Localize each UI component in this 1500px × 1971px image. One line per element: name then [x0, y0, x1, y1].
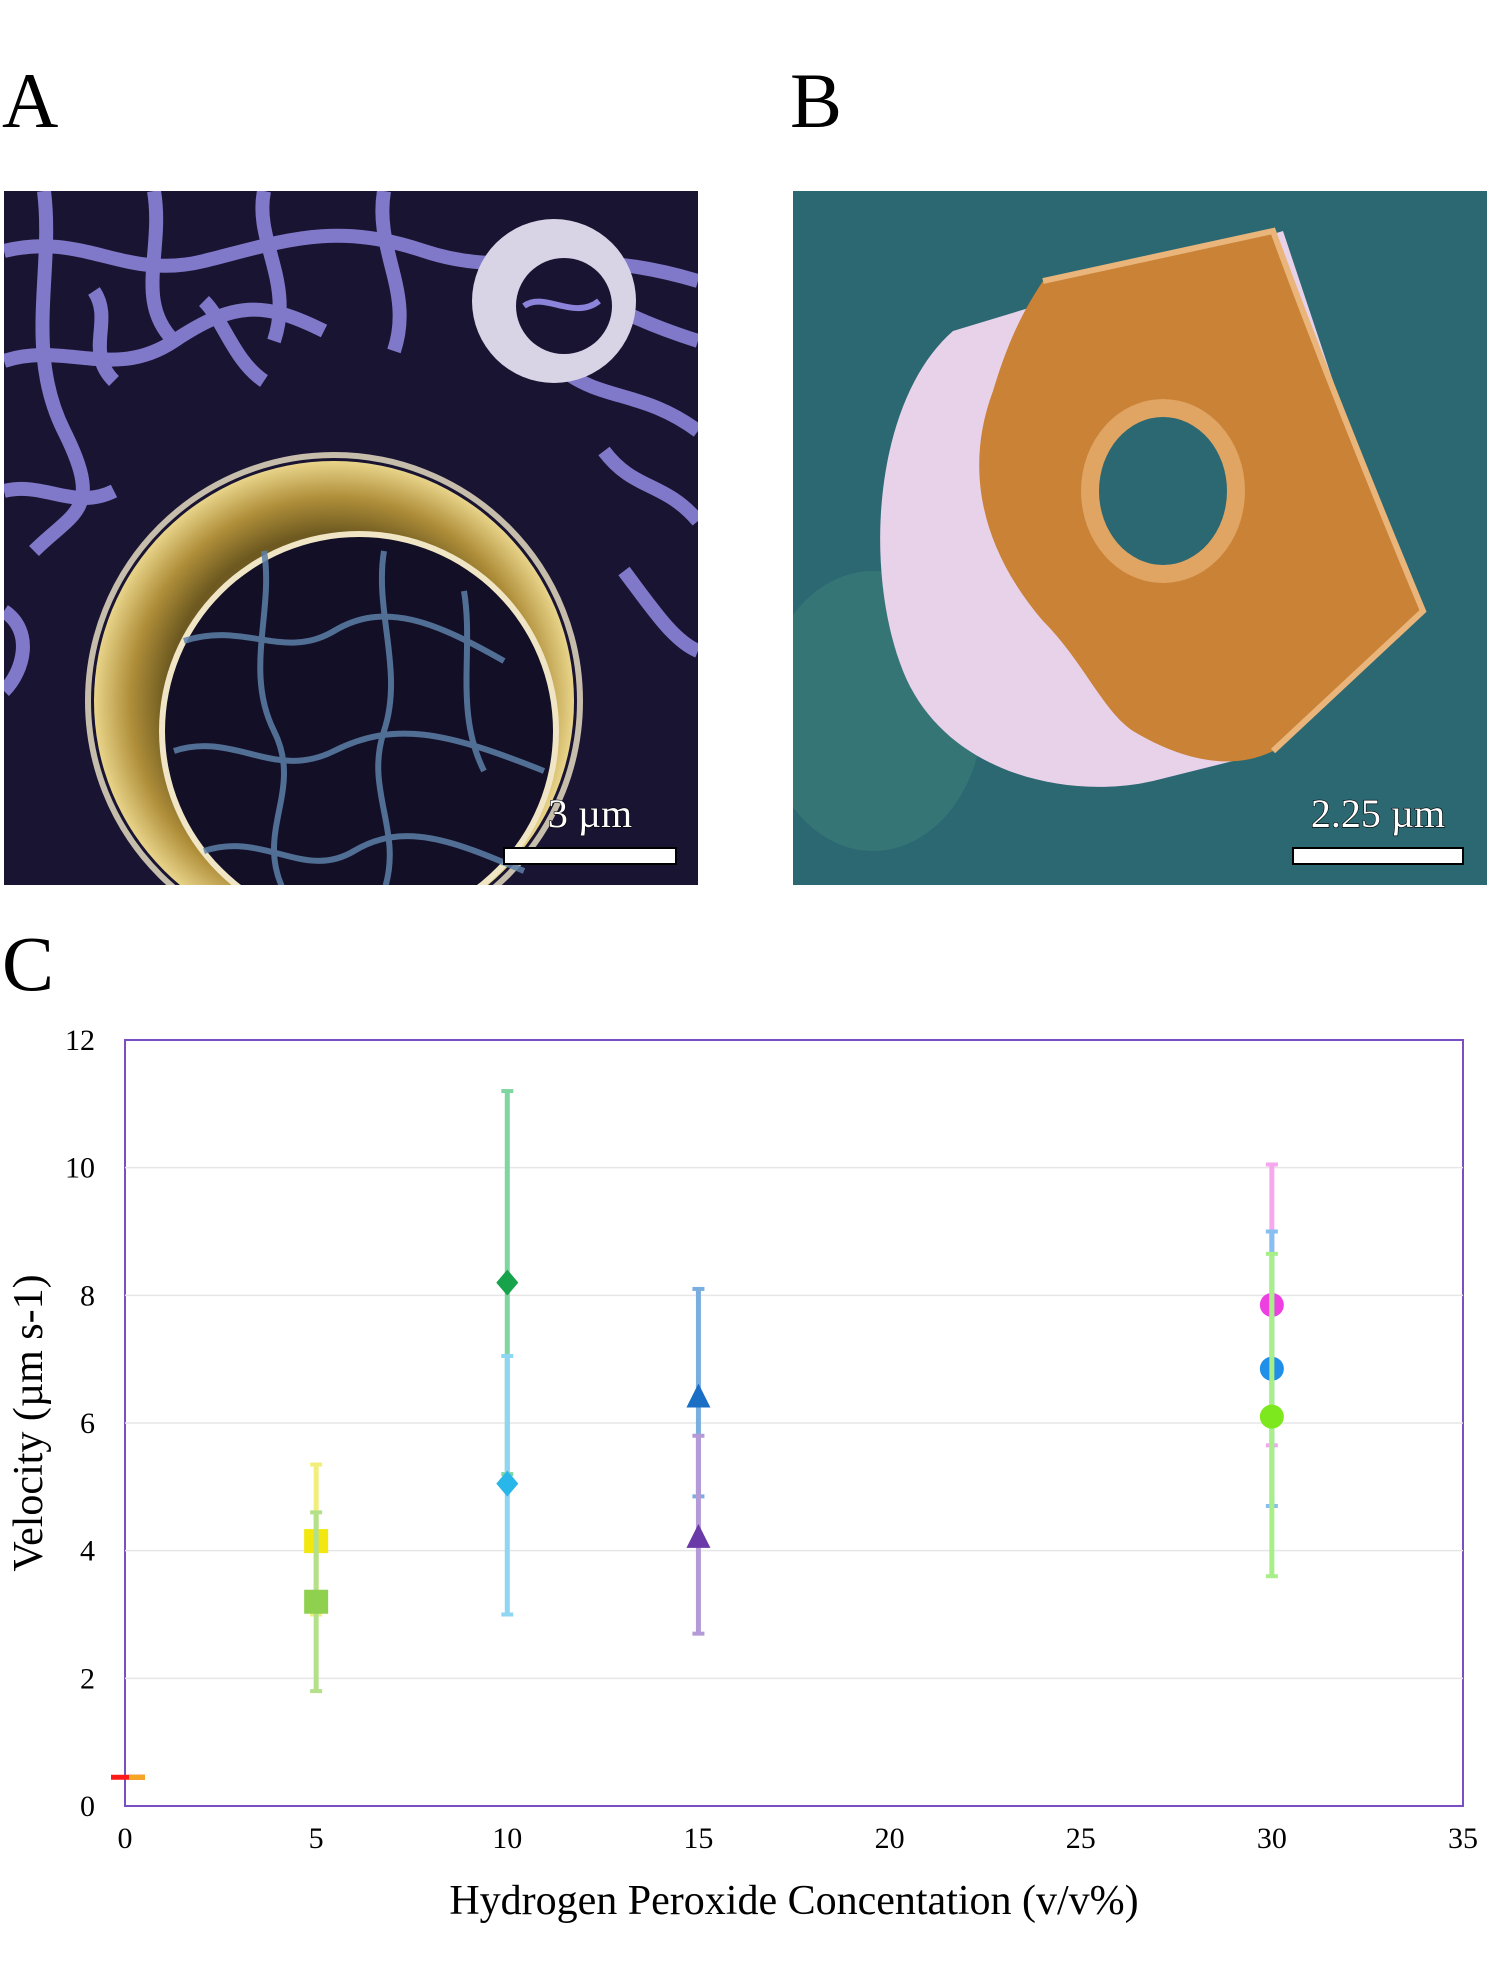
data-point-square	[304, 1510, 329, 1694]
y-tick-label: 2	[80, 1662, 95, 1695]
marker-diamond	[496, 1470, 519, 1497]
x-axis-title: Hydrogen Peroxide Concentation (v/v%)	[449, 1878, 1138, 1924]
micrograph-b-image: 2.25 µm	[793, 191, 1487, 885]
panel-label-b: B	[790, 57, 843, 144]
y-tick-label: 10	[65, 1152, 95, 1185]
micrograph-b: 2.25 µm	[793, 191, 1487, 885]
x-tick-label: 20	[875, 1822, 905, 1855]
x-tick-label: 30	[1257, 1822, 1287, 1855]
marker-circle	[1259, 1404, 1284, 1429]
data-point-triangle	[686, 1433, 711, 1636]
gridlines	[125, 1166, 1463, 1680]
inner-membrane	[173, 550, 546, 885]
scale-bar-b	[1292, 847, 1464, 865]
data-point-circle	[1259, 1251, 1284, 1579]
scale-bar-a	[503, 847, 677, 865]
y-tick-label: 6	[80, 1407, 95, 1440]
particle-hole	[1099, 417, 1227, 565]
membrane-network	[4, 191, 698, 696]
panel-label-a: A	[2, 57, 59, 144]
data-series	[111, 1089, 1284, 1780]
micrograph-a-image: 3 µm	[4, 191, 698, 885]
marker-triangle	[686, 1523, 711, 1548]
x-tick-label: 0	[118, 1822, 133, 1855]
x-tick-label: 25	[1066, 1822, 1096, 1855]
micrograph-a: 3 µm	[4, 191, 698, 885]
y-tick-labels: 0 2 4 6 8 10 12	[65, 1024, 95, 1823]
marker-diamond	[496, 1269, 519, 1296]
panel-label-c: C	[2, 920, 55, 1007]
data-point-diamond	[496, 1353, 519, 1617]
x-tick-label: 10	[492, 1822, 522, 1855]
y-tick-label: 12	[65, 1024, 95, 1057]
x-tick-label: 5	[309, 1822, 324, 1855]
x-tick-labels: 0 5 10 15 20 25 30 35	[118, 1822, 1479, 1855]
marker-triangle	[686, 1383, 711, 1408]
y-tick-label: 4	[80, 1535, 95, 1568]
y-axis-title: Velocity (µm s-1)	[6, 1274, 52, 1571]
x-tick-label: 35	[1448, 1822, 1478, 1855]
scale-bar-label-a: 3 µm	[548, 791, 632, 836]
x-tick-label: 15	[683, 1822, 713, 1855]
velocity-chart: 0 2 4 6 8 10 12 0 5 10 15 20 25 30 35 Hydrogen Peroxi…	[6, 1024, 1479, 1924]
y-tick-label: 0	[80, 1790, 95, 1823]
scale-bar-label-b: 2.25 µm	[1311, 791, 1445, 836]
y-tick-label: 8	[80, 1279, 95, 1312]
marker-square	[304, 1589, 329, 1614]
